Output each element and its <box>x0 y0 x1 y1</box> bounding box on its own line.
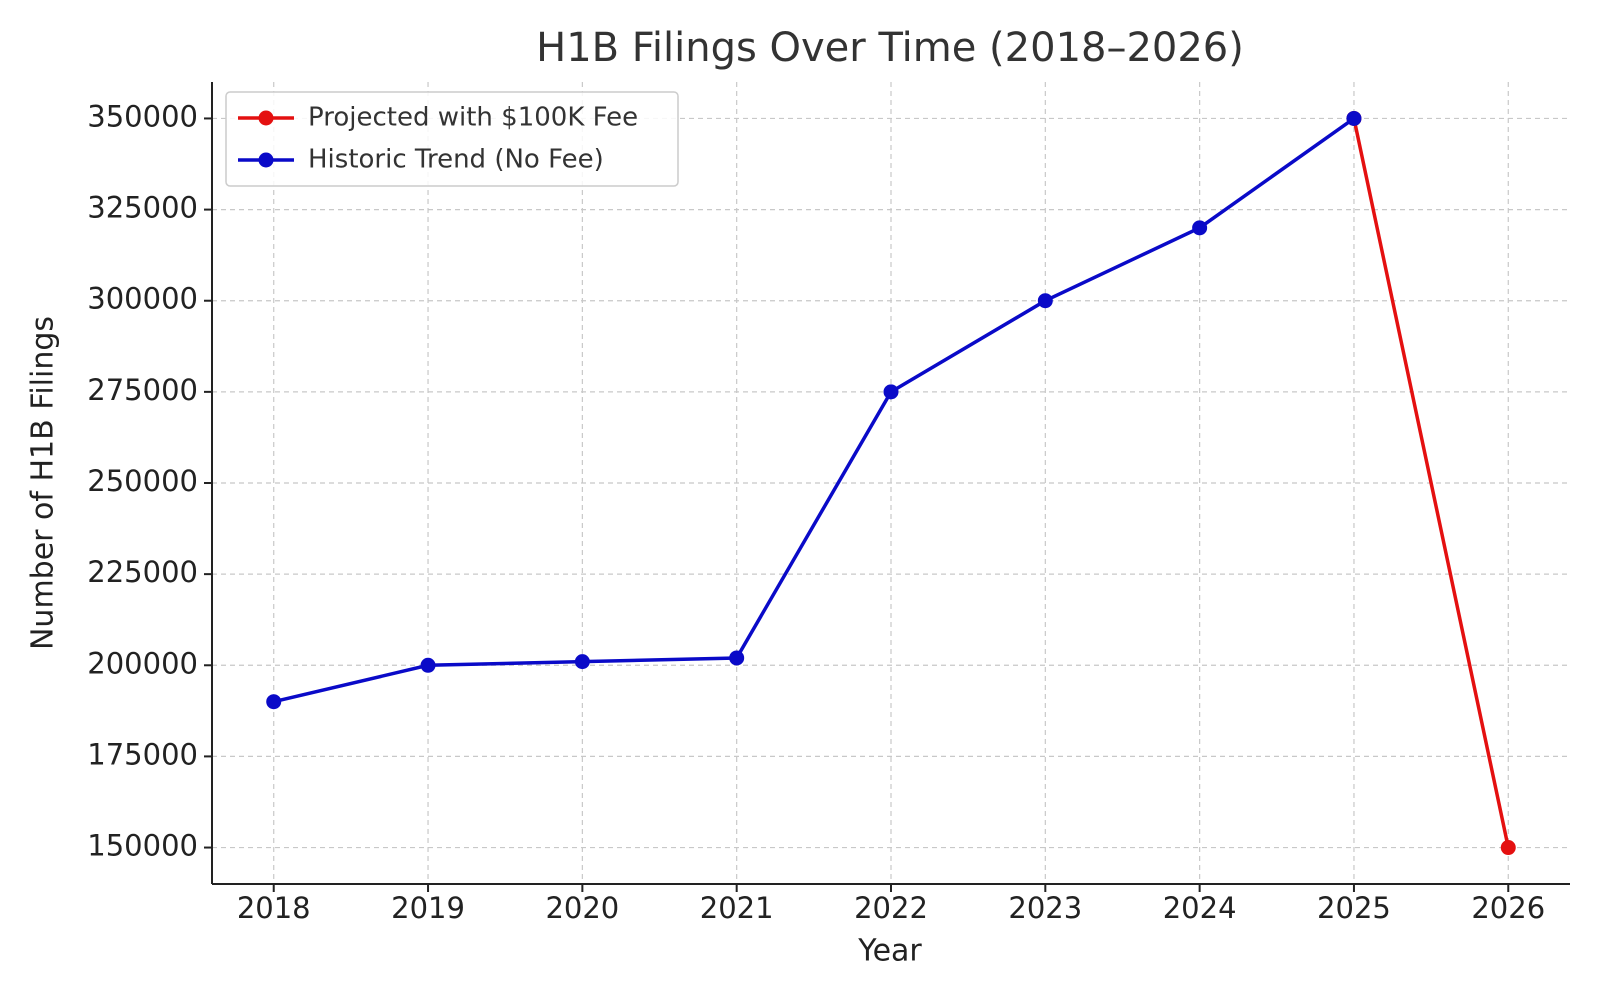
x-tick-label: 2025 <box>1317 891 1391 925</box>
data-point <box>729 650 745 666</box>
y-tick-label: 175000 <box>87 737 198 771</box>
y-tick-label: 275000 <box>87 373 198 407</box>
legend-label: Projected with $100K Fee <box>308 103 638 133</box>
x-tick-label: 2019 <box>391 891 465 925</box>
data-point <box>1037 293 1053 309</box>
legend-marker <box>258 110 274 126</box>
data-point <box>420 657 436 673</box>
y-tick-label: 300000 <box>87 282 198 316</box>
y-tick-label: 225000 <box>87 555 198 589</box>
data-point <box>1346 110 1362 126</box>
series-line <box>1352 118 1510 848</box>
data-point <box>883 384 899 400</box>
data-point <box>1192 220 1208 236</box>
y-tick-label: 150000 <box>87 829 198 863</box>
data-point <box>574 654 590 670</box>
legend-marker <box>258 152 274 168</box>
x-tick-label: 2026 <box>1471 891 1545 925</box>
x-tick-label: 2023 <box>1008 891 1082 925</box>
y-tick-label: 250000 <box>87 464 198 498</box>
x-axis-label: Year <box>857 934 922 969</box>
legend-label: Historic Trend (No Fee) <box>308 145 604 175</box>
y-tick-label: 200000 <box>87 646 198 680</box>
x-tick-label: 2022 <box>854 891 928 925</box>
series-line <box>273 117 1355 704</box>
chart-title: H1B Filings Over Time (2018–2026) <box>536 25 1244 71</box>
x-tick-label: 2018 <box>237 891 311 925</box>
x-tick-label: 2024 <box>1163 891 1237 925</box>
legend: Projected with $100K Fee Historic Trend (… <box>225 91 679 187</box>
x-tick-label: 2020 <box>545 891 619 925</box>
y-tick-label: 350000 <box>87 99 198 133</box>
data-point <box>266 694 282 710</box>
y-axis-label: Number of H1B Filings <box>26 316 61 650</box>
legend-box <box>225 91 679 187</box>
data-point <box>1500 840 1516 856</box>
y-tick-label: 325000 <box>87 191 198 225</box>
x-tick-label: 2021 <box>700 891 774 925</box>
